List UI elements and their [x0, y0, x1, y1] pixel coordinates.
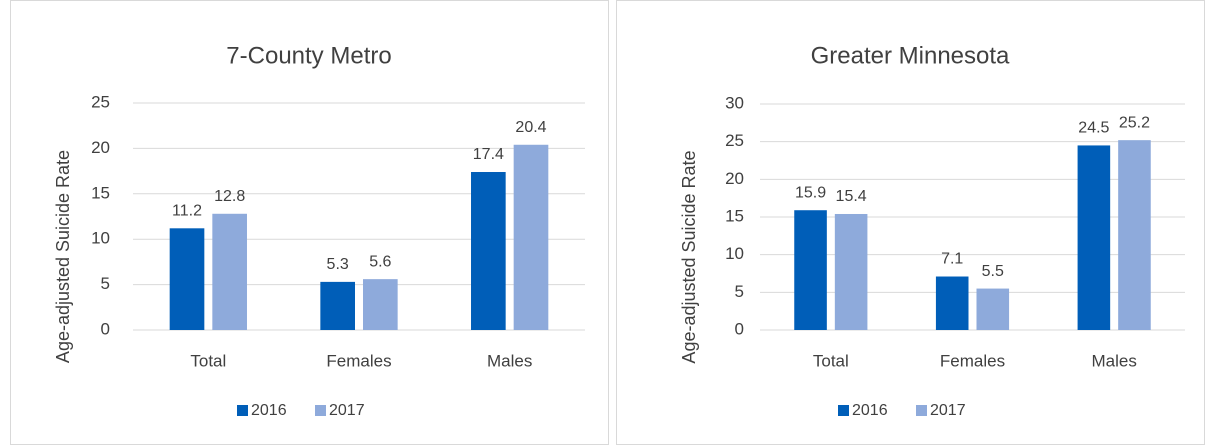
y-tick-label: 20	[91, 138, 110, 157]
data-label: 12.8	[214, 188, 245, 205]
y-tick-label: 25	[91, 92, 110, 111]
bar	[513, 144, 549, 330]
legend-label: 2017	[329, 402, 365, 419]
bar	[1077, 145, 1111, 330]
data-label: 11.2	[172, 203, 202, 220]
y-tick-label: 15	[91, 183, 110, 202]
x-tick-label: Males	[1091, 351, 1136, 370]
bar	[1118, 140, 1151, 330]
data-label: 20.4	[515, 119, 546, 136]
legend-swatch	[916, 405, 927, 416]
x-tick-label: Females	[940, 351, 1005, 370]
data-label: 17.4	[473, 146, 504, 163]
bar	[794, 210, 827, 330]
y-tick-label: 15	[725, 206, 744, 225]
data-label: 5.5	[982, 263, 1004, 280]
legend-label: 2016	[251, 402, 287, 419]
x-tick-label: Total	[813, 351, 849, 370]
y-axis-title: Age-adjusted Suicide Rate	[679, 150, 699, 363]
bar	[976, 288, 1010, 330]
chart-title: 7-County Metro	[226, 42, 391, 69]
y-tick-label: 10	[725, 244, 744, 263]
data-label: 5.3	[327, 256, 349, 273]
bar	[169, 228, 205, 330]
data-label: 15.4	[836, 188, 867, 205]
legend-label: 2017	[930, 402, 966, 419]
x-tick-label: Total	[190, 351, 226, 370]
legend-swatch	[315, 405, 326, 416]
x-tick-label: Males	[487, 351, 532, 370]
y-tick-label: 30	[725, 93, 744, 112]
legend-label: 2016	[852, 402, 888, 419]
bar	[834, 213, 868, 330]
y-tick-label: 0	[735, 319, 744, 338]
panel	[10, 0, 609, 445]
data-label: 24.5	[1078, 120, 1109, 137]
x-tick-label: Females	[326, 351, 391, 370]
legend-swatch	[237, 405, 248, 416]
y-tick-label: 10	[91, 229, 110, 248]
bar	[363, 279, 398, 330]
y-tick-label: 5	[735, 282, 744, 301]
data-label: 5.6	[369, 253, 391, 270]
y-tick-label: 0	[101, 319, 110, 338]
data-label: 25.2	[1119, 114, 1150, 131]
legend-swatch	[838, 405, 849, 416]
chart-title: Greater Minnesota	[811, 42, 1010, 69]
bar	[935, 276, 969, 330]
y-axis-title: Age-adjusted Suicide Rate	[53, 150, 73, 363]
bar	[212, 213, 247, 330]
data-label: 7.1	[941, 251, 963, 268]
y-tick-label: 5	[101, 274, 110, 293]
y-tick-label: 25	[725, 131, 744, 150]
y-tick-label: 20	[725, 169, 744, 188]
bar	[471, 172, 506, 330]
data-label: 15.9	[795, 184, 826, 201]
bar	[320, 281, 355, 330]
